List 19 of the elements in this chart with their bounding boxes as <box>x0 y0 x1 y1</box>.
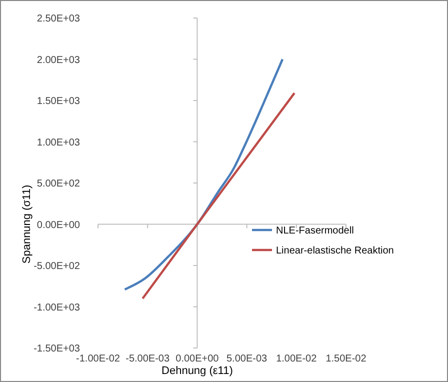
y-tick-label: 1.00E+03 <box>36 137 80 148</box>
y-tick-label: -5.00E+02 <box>34 261 80 272</box>
y-tick-label: 0.00E+00 <box>36 220 80 231</box>
x-tick-label: 1.00E-02 <box>276 354 318 364</box>
y-tick-label: 2.50E+03 <box>36 14 80 24</box>
y-tick-label: -1.00E+03 <box>34 302 80 314</box>
x-tick-label: -1.00E-02 <box>76 354 120 364</box>
x-tick-label: -5.00E-03 <box>126 354 170 364</box>
y-tick-label: 5.00E+02 <box>36 178 80 190</box>
y-tick-label: 2.00E+03 <box>36 54 80 66</box>
y-tick-label: -1.50E+03 <box>34 344 80 354</box>
y-axis-title: Spannung (σ11) <box>21 184 33 264</box>
legend-label: Linear-elastische Reaktion <box>276 246 394 256</box>
x-tick-label: 1.50E-02 <box>326 354 367 364</box>
x-tick-label: 0.00E+00 <box>176 354 220 364</box>
x-axis-title: Dehnung (ε11) <box>162 365 233 377</box>
x-tick-label: 5.00E-03 <box>226 354 268 364</box>
y-tick-label: 1.50E+03 <box>36 96 80 107</box>
legend-label: NLE-Fasermodell <box>276 226 354 236</box>
